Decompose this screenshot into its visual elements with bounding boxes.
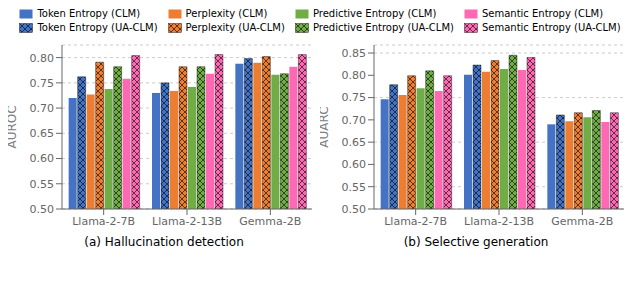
svg-text:0.80: 0.80 — [342, 69, 367, 82]
svg-text:Llama-2-7B: Llama-2-7B — [72, 215, 135, 228]
svg-text:Gemma-2B: Gemma-2B — [239, 215, 301, 228]
svg-text:0.75: 0.75 — [342, 91, 367, 104]
svg-text:0.55: 0.55 — [342, 181, 367, 194]
svg-text:0.85: 0.85 — [342, 47, 367, 60]
svg-text:0.60: 0.60 — [342, 158, 367, 171]
svg-text:Llama-2-13B: Llama-2-13B — [152, 215, 222, 228]
svg-text:AUARC: AUARC — [320, 106, 331, 147]
svg-text:0.50: 0.50 — [30, 203, 55, 216]
html-text:Token Entropy (CLM): Token Entropy (CLM) — [37, 8, 140, 19]
svg-text:Gemma-2B: Gemma-2B — [551, 215, 613, 228]
svg-text:0.80: 0.80 — [30, 52, 55, 65]
svg-text:AUROC: AUROC — [8, 105, 19, 148]
html-text:Semantic Entropy (UA-CLM): Semantic Entropy (UA-CLM) — [481, 22, 621, 33]
html-text:(a) Hallucination detection: (a) Hallucination detection — [84, 235, 244, 249]
html-text:Perplexity (CLM): Perplexity (CLM) — [185, 8, 268, 19]
svg-text:0.65: 0.65 — [342, 136, 367, 149]
html-text:Predictive Entropy (UA-CLM): Predictive Entropy (UA-CLM) — [312, 22, 454, 33]
html-text:(b) Selective generation: (b) Selective generation — [403, 235, 549, 249]
html-text:Semantic Entropy (CLM): Semantic Entropy (CLM) — [481, 8, 603, 19]
html-text:Predictive Entropy (CLM): Predictive Entropy (CLM) — [312, 8, 437, 19]
html-text:Perplexity (UA-CLM): Perplexity (UA-CLM) — [185, 22, 285, 33]
svg-text:0.70: 0.70 — [30, 102, 55, 115]
svg-text:0.75: 0.75 — [30, 77, 55, 90]
svg-text:Llama-2-7B: Llama-2-7B — [384, 215, 447, 228]
svg-text:0.55: 0.55 — [30, 178, 55, 191]
svg-text:0.70: 0.70 — [342, 114, 367, 127]
svg-text:Llama-2-13B: Llama-2-13B — [464, 215, 534, 228]
svg-text:0.60: 0.60 — [30, 152, 55, 165]
svg-text:0.65: 0.65 — [30, 127, 55, 140]
svg-text:0.50: 0.50 — [342, 203, 367, 216]
html-text:Token Entropy (UA-CLM): Token Entropy (UA-CLM) — [37, 22, 158, 33]
